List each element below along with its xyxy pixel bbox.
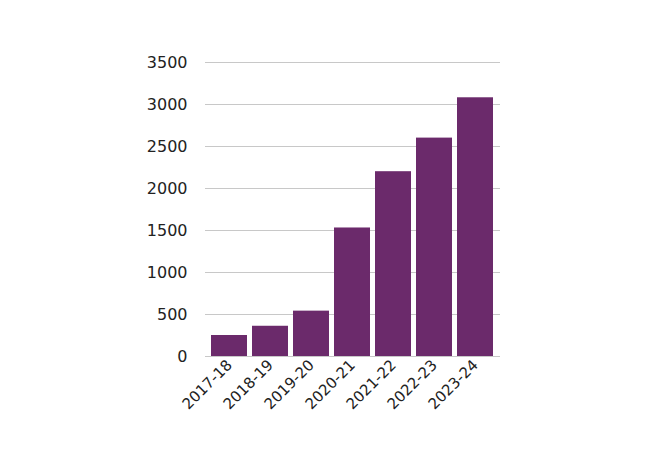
svg-text:2018-19: 2018-19 [219, 356, 277, 413]
svg-text:3000: 3000 [147, 95, 188, 114]
svg-text:2021-22: 2021-22 [342, 356, 400, 413]
svg-text:3500: 3500 [147, 53, 188, 72]
svg-text:2022-23: 2022-23 [383, 356, 441, 413]
svg-text:1000: 1000 [147, 263, 188, 282]
svg-text:2000: 2000 [147, 179, 188, 198]
svg-text:500: 500 [157, 305, 188, 324]
svg-text:2023-24: 2023-24 [425, 356, 482, 413]
svg-text:2019-20: 2019-20 [260, 356, 318, 413]
svg-text:2500: 2500 [147, 137, 188, 156]
svg-text:1500: 1500 [147, 221, 188, 240]
svg-text:2020-21: 2020-21 [301, 356, 359, 413]
svg-text:0: 0 [177, 347, 187, 366]
svg-text:2017-18: 2017-18 [178, 356, 236, 413]
